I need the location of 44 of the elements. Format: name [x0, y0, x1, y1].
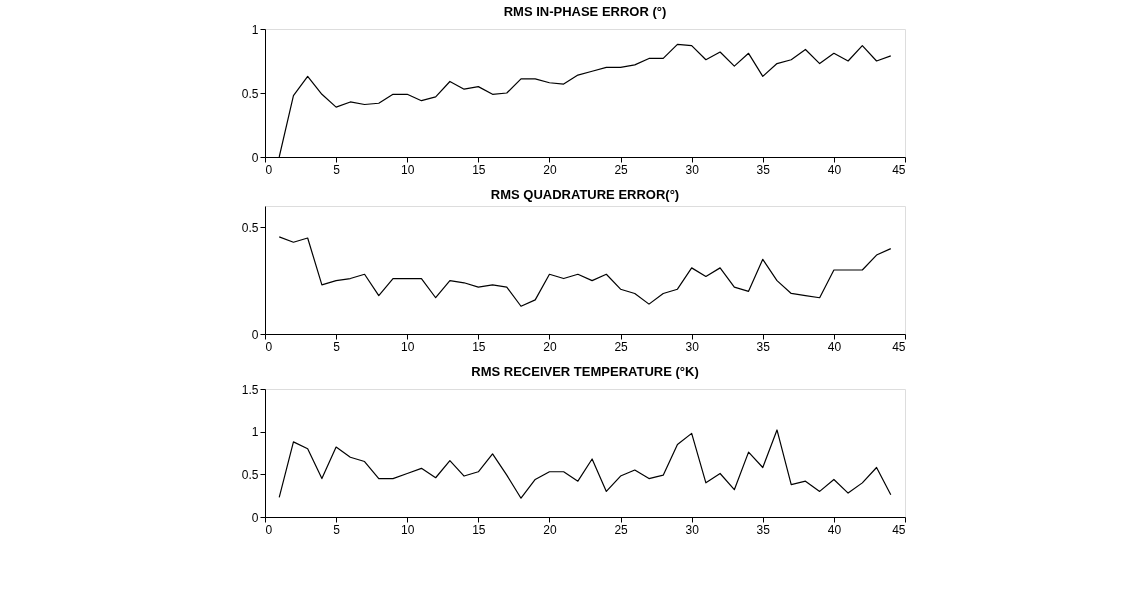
y-tick-label: 0	[251, 150, 259, 165]
x-tick-label: 35	[756, 339, 771, 354]
x-tick-label: 35	[756, 522, 771, 537]
x-tick-label: 45	[892, 162, 906, 177]
x-tick-label: 0	[265, 522, 273, 537]
x-tick-label: 10	[401, 339, 415, 354]
chart-title: RMS IN-PHASE ERROR (°)	[503, 4, 667, 19]
line-series	[278, 429, 892, 499]
x-tick-label: 15	[472, 162, 486, 177]
x-tick-label: 40	[827, 522, 842, 537]
x-tick-label: 25	[614, 339, 629, 354]
y-tick-label: 1	[251, 22, 259, 37]
x-tick-label: 15	[472, 339, 486, 354]
x-tick-label: 0	[265, 162, 273, 177]
x-tick-label: 40	[827, 339, 842, 354]
x-tick-label: 35	[756, 162, 771, 177]
x-tick-label: 45	[892, 522, 906, 537]
x-tick-label: 5	[333, 162, 341, 177]
x-tick-label: 20	[543, 162, 557, 177]
x-tick-label: 30	[685, 522, 700, 537]
x-tick-label: 0	[265, 339, 273, 354]
y-tick-label: 1	[251, 425, 259, 440]
x-tick-label: 45	[892, 339, 906, 354]
y-tick-label: 0.5	[241, 86, 259, 101]
chart-title: RMS QUADRATURE ERROR(°)	[490, 187, 680, 202]
x-tick-label: 15	[472, 522, 486, 537]
x-tick-label: 30	[685, 339, 700, 354]
x-tick-label: 10	[401, 162, 415, 177]
x-tick-label: 25	[614, 162, 629, 177]
line-series	[278, 236, 892, 307]
y-tick-label: 0	[251, 327, 259, 342]
x-tick-label: 25	[614, 522, 629, 537]
y-tick-label: 0.5	[241, 220, 259, 235]
x-tick-label: 5	[333, 522, 341, 537]
chart-title: RMS RECEIVER TEMPERATURE (°K)	[471, 364, 699, 379]
x-tick-label: 10	[401, 522, 415, 537]
x-tick-label: 5	[333, 339, 341, 354]
x-tick-label: 40	[827, 162, 842, 177]
y-tick-label: 0.5	[241, 467, 259, 482]
y-tick-label: 0	[251, 510, 259, 525]
x-tick-label: 30	[685, 162, 700, 177]
x-tick-label: 20	[543, 339, 557, 354]
y-tick-label: 1.5	[241, 382, 259, 397]
x-tick-label: 20	[543, 522, 557, 537]
